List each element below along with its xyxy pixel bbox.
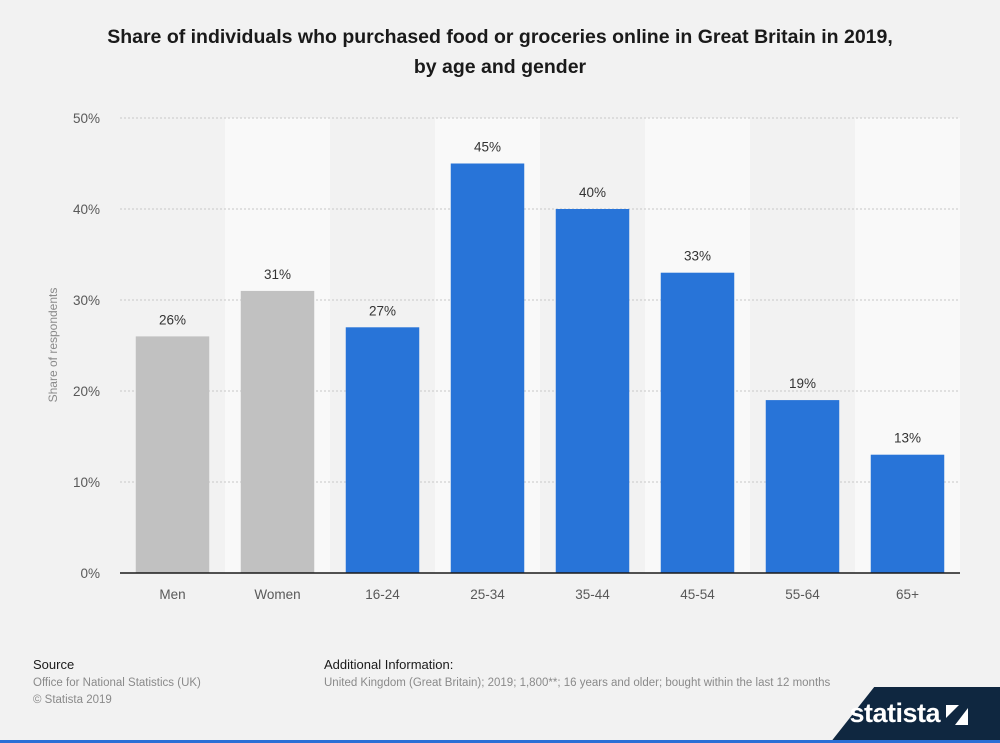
value-label: 31% [264, 267, 291, 282]
bar-chart: 0% 10% 20% 30% 40% 50% 26% 31% 27% 45% 40% 33% 19% 1… [46, 111, 960, 602]
brand-mark-icon [946, 705, 968, 725]
bar [240, 290, 315, 573]
x-tick-label: 25-34 [470, 587, 505, 602]
bar [450, 163, 525, 573]
source-label: Source [33, 657, 75, 672]
value-label: 19% [789, 376, 816, 391]
value-labels: 26% 31% 27% 45% 40% 33% 19% 13% [159, 140, 921, 446]
y-tick-label: 40% [73, 202, 100, 217]
additional-info-label: Additional Information: [324, 657, 454, 672]
value-label: 26% [159, 312, 186, 327]
y-axis-ticks: 0% 10% 20% 30% 40% 50% [73, 111, 100, 581]
x-tick-label: Men [159, 587, 185, 602]
y-tick-label: 50% [73, 111, 100, 126]
y-tick-label: 10% [73, 475, 100, 490]
x-tick-label: 35-44 [575, 587, 610, 602]
x-tick-label: 55-64 [785, 587, 820, 602]
value-label: 45% [474, 140, 501, 155]
bar [555, 209, 630, 573]
footer-accent-line [0, 740, 1000, 743]
x-tick-label: 65+ [896, 587, 919, 602]
bar [345, 327, 420, 573]
x-tick-label: Women [254, 587, 300, 602]
value-label: 13% [894, 431, 921, 446]
bar [135, 336, 210, 573]
x-tick-label: 16-24 [365, 587, 400, 602]
additional-info-text: United Kingdom (Great Britain); 2019; 1,… [324, 677, 831, 689]
source-line-1: Office for National Statistics (UK) [33, 677, 201, 689]
value-label: 40% [579, 185, 606, 200]
y-axis-label: Share of respondents [46, 288, 60, 403]
chart-title-line-1: Share of individuals who purchased food … [107, 26, 893, 48]
bar [660, 272, 735, 573]
y-tick-label: 0% [80, 566, 100, 581]
brand-name: statista [849, 698, 940, 728]
x-tick-label: 45-54 [680, 587, 715, 602]
value-label: 33% [684, 249, 711, 264]
source-line-2: © Statista 2019 [33, 694, 112, 706]
y-tick-label: 30% [73, 293, 100, 308]
chart-title-line-2: by age and gender [413, 56, 587, 78]
chart-title: Share of individuals who purchased food … [0, 22, 1000, 82]
bars [135, 163, 945, 573]
y-tick-label: 20% [73, 384, 100, 399]
value-label: 27% [369, 303, 396, 318]
x-axis-ticks: Men Women 16-24 25-34 35-44 45-54 55-64 65+ [159, 587, 919, 602]
bar [765, 400, 840, 573]
bar [870, 454, 945, 573]
